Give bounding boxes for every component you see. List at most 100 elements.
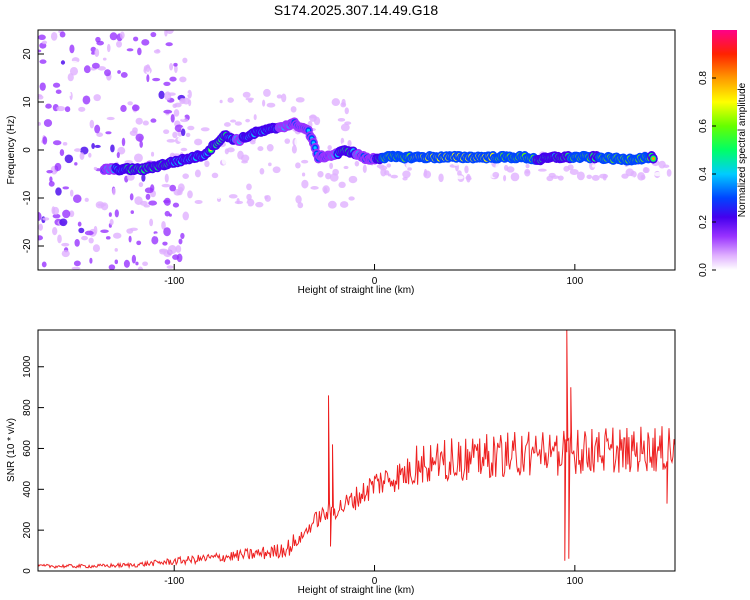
spectrogram-noise-blob bbox=[151, 236, 159, 245]
spectrogram-noise-blob bbox=[457, 170, 462, 177]
spectrogram-noise-blob bbox=[548, 172, 556, 178]
spectrogram-noise-blob bbox=[178, 238, 183, 245]
spectrogram-noise-blob bbox=[295, 195, 302, 204]
spectrogram-noise-blob bbox=[69, 44, 75, 54]
snr-y-tick-label: 400 bbox=[22, 481, 33, 498]
spectrogram-noise-blob bbox=[128, 235, 132, 243]
snr-y-tick-label: 0 bbox=[22, 568, 33, 574]
spectrogram-noise-blob bbox=[495, 162, 500, 172]
spectrogram-noise-blob bbox=[503, 174, 507, 182]
spectrogram-noise-blob bbox=[386, 163, 392, 168]
spectrogram-noise-blob bbox=[59, 31, 66, 38]
spectrogram-noise-blob bbox=[269, 151, 279, 157]
spectrogram-noise-blob bbox=[148, 200, 158, 206]
colorbar-label: Normalized spectral amplitude bbox=[737, 82, 748, 217]
spectrogram-noise-blob bbox=[114, 259, 119, 265]
spectrogram-noise-blob bbox=[348, 196, 355, 201]
spectrogram-noise-blob bbox=[354, 160, 360, 167]
spectrogram-y-ticks: -20 -10 0 10 20 bbox=[22, 48, 44, 253]
spectrogram-noise-blob bbox=[169, 184, 177, 192]
spectrogram-noise-blob bbox=[112, 187, 116, 196]
spectrogram-noise-blob bbox=[281, 93, 287, 103]
spectrogram-noise-blob bbox=[245, 118, 251, 123]
spectrogram-noise-blob bbox=[141, 173, 146, 182]
spectrogram-noise-blob bbox=[301, 159, 309, 164]
spectrogram-noise-blob bbox=[180, 128, 186, 137]
spectrogram-noise-blob bbox=[183, 92, 189, 96]
spectrogram-noise-blob bbox=[179, 76, 187, 83]
spectrogram-noise-blob bbox=[465, 175, 473, 181]
snr-series-line bbox=[38, 330, 675, 569]
spectrogram-noise-blob bbox=[104, 69, 111, 77]
spectrogram-noise-blob bbox=[246, 198, 255, 207]
spectrogram-noise-blob bbox=[295, 97, 305, 103]
spectrogram-noise-blob bbox=[194, 138, 203, 146]
spectrogram-noise-blob bbox=[262, 99, 266, 107]
spectrogram-noise-blob bbox=[110, 144, 115, 153]
spectrogram-noise-blob bbox=[129, 193, 134, 201]
spectrogram-noise-blob bbox=[336, 139, 340, 145]
spectrogram-noise-blob bbox=[150, 31, 157, 38]
colorbar-ticks: 0.0 0.2 0.4 0.6 0.8 bbox=[698, 71, 716, 277]
spectrogram-noise-blob bbox=[294, 138, 299, 146]
spectrogram-noise-blob bbox=[78, 106, 86, 112]
spectrogram-marks bbox=[38, 30, 672, 270]
spectrogram-noise-blob bbox=[146, 74, 150, 83]
spectrogram-noise-blob bbox=[43, 119, 53, 127]
spectrogram-noise-blob bbox=[313, 116, 321, 126]
spectrogram-noise-blob bbox=[237, 183, 243, 192]
spectrogram-noise-blob bbox=[56, 105, 66, 112]
spectrogram-noise-blob bbox=[127, 101, 133, 106]
spectrogram-noise-blob bbox=[380, 168, 387, 177]
spectrogram-noise-blob bbox=[38, 223, 43, 231]
spectrogram-noise-blob bbox=[402, 170, 411, 179]
spectrogram-noise-blob bbox=[510, 172, 520, 182]
spectrogram-noise-blob bbox=[92, 244, 101, 253]
spectrogram-noise-blob bbox=[246, 183, 252, 191]
figure-title: S174.2025.307.14.49.G18 bbox=[274, 2, 438, 18]
spectrogram-noise-blob bbox=[173, 109, 180, 117]
spectrogram-noise-blob bbox=[62, 142, 68, 146]
spectrogram-noise-blob bbox=[94, 48, 100, 57]
spectrogram-noise-blob bbox=[71, 266, 81, 270]
spectrogram-noise-blob bbox=[179, 115, 186, 120]
spectrogram-noise-blob bbox=[268, 162, 272, 167]
spectrogram-noise-blob bbox=[123, 259, 130, 268]
spectrogram-noise-blob bbox=[659, 152, 667, 160]
spectrogram-noise-blob bbox=[60, 60, 66, 65]
spectrogram-noise-blob bbox=[344, 107, 349, 115]
spectrogram-noise-blob bbox=[277, 150, 281, 158]
spectrogram-noise-blob bbox=[290, 106, 297, 113]
spectrogram-noise-blob bbox=[52, 82, 61, 88]
spectrogram-noise-blob bbox=[602, 173, 607, 181]
spectrogram-noise-blob bbox=[329, 173, 339, 182]
spectrogram-noise-blob bbox=[84, 197, 89, 202]
spectrogram-noise-blob bbox=[146, 101, 154, 110]
spectrogram-noise-blob bbox=[93, 94, 101, 102]
spectrogram-noise-blob bbox=[164, 210, 171, 217]
spectrogram-noise-blob bbox=[169, 62, 174, 71]
spectrogram-noise-blob bbox=[606, 165, 612, 172]
snr-y-tick-label: 600 bbox=[22, 440, 33, 457]
spectrogram-noise-blob bbox=[137, 47, 142, 56]
spectrogram-noise-blob bbox=[537, 168, 547, 172]
spectrogram-noise-blob bbox=[182, 211, 189, 221]
spectrogram-x-tick-label: -100 bbox=[164, 276, 184, 287]
spectrogram-noise-blob bbox=[331, 98, 341, 107]
spectrogram-noise-blob bbox=[492, 171, 500, 178]
spectrogram-noise-blob bbox=[113, 232, 122, 239]
spectrogram-noise-blob bbox=[136, 240, 142, 246]
spectrogram-noise-blob bbox=[78, 227, 85, 234]
spectrogram-noise-blob bbox=[119, 31, 125, 40]
spectrogram-noise-blob bbox=[81, 235, 88, 241]
spectrogram-noise-blob bbox=[94, 124, 101, 134]
spectrogram-noise-blob bbox=[82, 95, 91, 105]
spectrogram-noise-blob bbox=[48, 181, 55, 187]
spectrogram-noise-blob bbox=[41, 261, 47, 268]
spectrogram-noise-blob bbox=[131, 254, 137, 264]
spectrogram-noise-blob bbox=[67, 73, 74, 82]
spectrogram-noise-blob bbox=[666, 169, 672, 177]
spectrogram-noise-blob bbox=[340, 123, 350, 132]
spectrogram-noise-blob bbox=[182, 173, 189, 179]
